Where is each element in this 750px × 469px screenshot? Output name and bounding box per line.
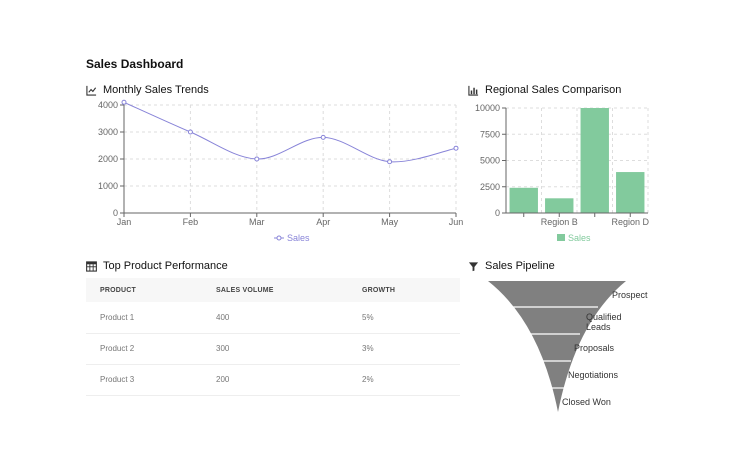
table-row: Product 2 300 3% [86,333,460,365]
y-tick-label: 0 [113,208,118,218]
funnel-shape [488,281,626,412]
growth: 5% [348,302,460,334]
bar-chart-icon [468,85,479,96]
data-point [121,99,127,105]
sales-volume: 200 [202,364,348,396]
section-title-pipeline: Sales Pipeline [468,260,555,272]
regional-sales-bar-chart: 0 2500 5000 7500 10000 Region B Region D Sales [475,103,650,243]
product-name: Product 3 [86,364,202,396]
series-line-sales [123,101,457,163]
data-point [254,156,260,162]
bar [509,187,538,213]
pipeline-stage-label: Closed Won [562,397,611,407]
y-tick-label: 0 [495,208,500,218]
x-tick-label: Feb [183,217,199,227]
x-tick-label: Apr [316,217,330,227]
bar [545,198,574,213]
line-chart-icon [86,85,97,96]
y-tick-label: 2000 [98,154,118,164]
column-header-growth: GROWTH [348,278,460,302]
table-row: Product 1 400 5% [86,302,460,334]
y-tick-label: 2500 [480,182,500,192]
column-header-product: PRODUCT [86,278,202,302]
data-point [453,145,459,151]
table-row: Product 3 200 2% [86,364,460,396]
x-tick-label: Jun [449,217,464,227]
section-title-products: Top Product Performance [86,260,228,272]
y-tick-label: 7500 [480,129,500,139]
x-tick-label: Region D [611,217,649,227]
pipeline-stage-label: Proposals [574,343,615,353]
data-point [387,159,393,165]
legend-label: Sales [287,233,310,243]
y-tick-label: 1000 [98,181,118,191]
product-name: Product 2 [86,333,202,365]
trends-title: Monthly Sales Trends [103,84,209,96]
table-header-row: PRODUCT SALES VOLUME GROWTH [86,278,460,302]
monthly-sales-line-chart: 0 1000 2000 3000 4000 Jan Feb Mar Apr May Jun Sales [98,99,464,243]
y-tick-label: 3000 [98,127,118,137]
pipeline-stage-label: Qualified Leads [586,312,622,332]
top-products-table: PRODUCT SALES VOLUME GROWTH Product 1 40… [86,278,460,396]
x-tick-label: Jan [117,217,132,227]
legend-swatch [557,234,565,241]
growth: 2% [348,364,460,396]
x-tick-label: May [381,217,399,227]
bar [580,108,609,213]
pipeline-title: Sales Pipeline [485,260,555,272]
dashboard-title: Sales Dashboard [86,57,184,71]
y-tick-label: 5000 [480,156,500,166]
product-name: Product 1 [86,302,202,334]
filter-icon [468,261,479,271]
sales-volume: 400 [202,302,348,334]
table-icon [86,260,97,272]
data-point [187,129,193,135]
pipeline-stage-label: Negotiations [568,370,619,380]
data-point [320,134,326,140]
y-tick-label: 4000 [98,100,118,110]
regional-title: Regional Sales Comparison [485,84,622,96]
products-title: Top Product Performance [103,260,228,272]
column-header-sales-volume: SALES VOLUME [202,278,348,302]
x-tick-label: Mar [249,217,265,227]
legend-label: Sales [568,233,591,243]
growth: 3% [348,333,460,365]
legend-point-marker [276,235,282,241]
sales-pipeline-funnel: Prospect Qualified Leads Proposals Negotiati… [488,281,648,412]
section-title-regional: Regional Sales Comparison [468,84,621,96]
section-title-trends: Monthly Sales Trends [86,84,209,96]
sales-volume: 300 [202,333,348,365]
bar [616,172,645,213]
x-tick-label: Region B [541,217,578,227]
y-tick-label: 10000 [475,103,500,113]
pipeline-stage-label: Prospect [612,290,648,300]
